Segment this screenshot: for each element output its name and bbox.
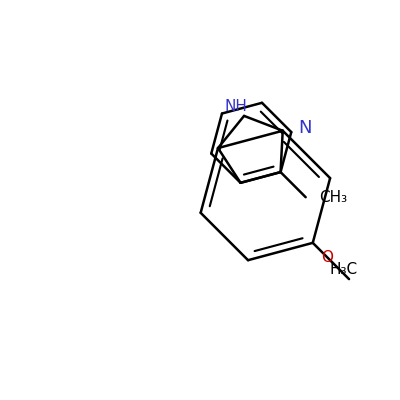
Text: O: O [321,250,333,264]
Text: H₃C: H₃C [329,262,357,277]
Text: NH: NH [224,99,248,114]
Text: CH₃: CH₃ [320,190,348,205]
Text: N: N [298,119,312,137]
